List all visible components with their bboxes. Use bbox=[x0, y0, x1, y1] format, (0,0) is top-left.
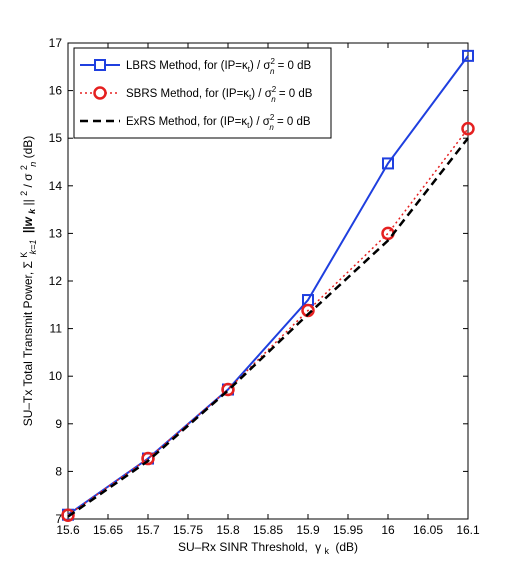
y-axis-label-norm-sub: k bbox=[27, 208, 37, 214]
y-axis-label-norm: ||w bbox=[21, 217, 35, 234]
series-layer bbox=[61, 49, 475, 522]
y-tick-label: 14 bbox=[49, 179, 63, 193]
y-axis-label-sigma-sup: 2 bbox=[19, 165, 29, 170]
legend-label-part: , for (IP=κ bbox=[197, 116, 247, 128]
legend-label-part: t bbox=[247, 121, 250, 130]
legend-label-part: 2 bbox=[271, 57, 276, 66]
x-tick-label: 16.1 bbox=[456, 523, 480, 537]
legend-label-part: SBRS Method bbox=[126, 88, 199, 100]
legend-label-part: = 0 dB bbox=[276, 88, 313, 100]
legend-label-part: n bbox=[271, 95, 276, 104]
legend-marker-square bbox=[94, 59, 106, 71]
legend-label: SBRS Method, for (IP=κt) / σ2 n = 0 dB bbox=[126, 85, 313, 104]
legend-label-part: 2 bbox=[270, 113, 275, 122]
legend-entry: LBRS Method, for (IP=κt) / σ2 n = 0 dB bbox=[80, 57, 312, 76]
legend-marker-circle bbox=[93, 86, 107, 100]
y-tick-label: 12 bbox=[49, 274, 63, 288]
legend-label-part: = 0 dB bbox=[274, 60, 311, 72]
series-line-exrs bbox=[67, 137, 469, 518]
data-point-square bbox=[382, 157, 394, 170]
x-tick-label: 15.85 bbox=[253, 523, 283, 537]
x-axis-label-text: SU–Rx SINR Threshold, bbox=[178, 540, 308, 554]
legend-entries: LBRS Method, for (IP=κt) / σ2 n = 0 dBSBR… bbox=[80, 57, 313, 132]
y-tick-label: 7 bbox=[55, 512, 62, 526]
y-axis-label-unit: (dB) bbox=[21, 136, 35, 159]
y-tick-label: 16 bbox=[49, 84, 63, 98]
data-point-circle bbox=[461, 121, 475, 136]
legend-label-part: n bbox=[270, 67, 275, 76]
legend-label-part: , for (IP=κ bbox=[198, 60, 248, 72]
legend-label-part: t bbox=[248, 65, 251, 74]
x-tick-label: 16 bbox=[381, 523, 395, 537]
legend: LBRS Method, for (IP=κt) / σ2 n = 0 dBSBR… bbox=[73, 47, 332, 139]
legend-entry: SBRS Method, for (IP=κt) / σ2 n = 0 dB bbox=[80, 85, 313, 104]
x-tick-label: 16.05 bbox=[413, 523, 443, 537]
x-tick-label: 15.75 bbox=[173, 523, 203, 537]
series-line-sbrs bbox=[67, 128, 469, 516]
y-tick-label: 17 bbox=[49, 36, 63, 50]
y-tick-label: 11 bbox=[50, 322, 63, 336]
y-tick-label: 10 bbox=[49, 369, 63, 383]
legend-label-part: , for (IP=κ bbox=[199, 88, 249, 100]
x-tick-label: 15.65 bbox=[93, 523, 123, 537]
y-axis-label-sum-sup: K bbox=[19, 252, 29, 258]
y-axis-label-sum: Σ bbox=[21, 261, 35, 268]
legend-label-part: ExRS Method bbox=[126, 116, 197, 128]
x-tick-label: 15.9 bbox=[296, 523, 320, 537]
x-axis-label-sub: k bbox=[325, 546, 330, 556]
y-axis-label-text: SU–Tx Total Transmit Power, bbox=[21, 272, 35, 427]
data-point-circle bbox=[61, 508, 75, 522]
legend-label-part: ) / σ bbox=[251, 88, 272, 100]
y-axis-label-sum-sub: k=1 bbox=[28, 240, 38, 255]
y-axis-label-sigma-sub: n bbox=[28, 162, 38, 167]
data-point-circle bbox=[141, 451, 155, 466]
x-tick-label: 15.8 bbox=[216, 523, 240, 537]
legend-label-part: = 0 dB bbox=[274, 116, 311, 128]
y-tick-label: 9 bbox=[55, 417, 62, 431]
legend-label-part: ) / σ bbox=[250, 60, 271, 72]
y-tick-label: 15 bbox=[49, 131, 63, 145]
legend-label-part: ) / σ bbox=[249, 116, 270, 128]
legend-label: LBRS Method, for (IP=κt) / σ2 n = 0 dB bbox=[126, 57, 312, 76]
legend-entry: ExRS Method, for (IP=κt) / σ2 n = 0 dB bbox=[80, 113, 311, 132]
y-axis-label-power: 2 bbox=[19, 191, 29, 196]
legend-label-part: LBRS Method bbox=[126, 60, 198, 72]
x-axis-label: SU–Rx SINR Threshold, γ k (dB) bbox=[178, 540, 358, 557]
x-tick-label: 15.6 bbox=[56, 523, 80, 537]
y-tick-label: 8 bbox=[55, 464, 62, 478]
y-tick-labels: 7 8 9 10 11 12 13 14 15 16 17 bbox=[49, 36, 63, 526]
y-axis-label-sigma: / σ bbox=[21, 173, 35, 188]
x-axis-label-symbol: γ bbox=[315, 540, 321, 554]
y-tick-label: 13 bbox=[49, 226, 63, 240]
y-axis-label-norm-close: || bbox=[21, 199, 35, 205]
y-axis-label: SU–Tx Total Transmit Power, Σ K k=1 ||w … bbox=[16, 136, 39, 427]
legend-label-part: t bbox=[249, 93, 252, 102]
data-point-circle bbox=[221, 382, 235, 397]
x-axis-label-unit: (dB) bbox=[335, 540, 358, 554]
x-tick-label: 15.95 bbox=[333, 523, 363, 537]
x-tick-labels: 15.6 15.65 15.7 15.75 15.8 15.85 15.9 15.95 16 16… bbox=[56, 523, 480, 537]
legend-label-part: n bbox=[269, 123, 274, 132]
legend-label-part: 2 bbox=[272, 85, 277, 94]
x-tick-label: 15.7 bbox=[136, 523, 160, 537]
legend-label: ExRS Method, for (IP=κt) / σ2 n = 0 dB bbox=[126, 113, 311, 132]
data-point-square bbox=[462, 49, 474, 62]
